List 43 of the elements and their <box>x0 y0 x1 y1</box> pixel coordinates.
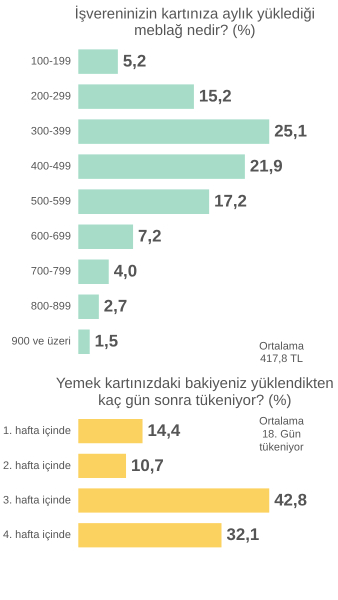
y-tick-label: 800-899 <box>30 300 71 313</box>
data-label: 21,9 <box>250 156 283 176</box>
annotation: Ortalama 417,8 TL <box>259 340 305 366</box>
data-label: 7,2 <box>138 226 162 246</box>
data-label: 10,7 <box>130 456 164 475</box>
data-label: 4,0 <box>114 262 138 281</box>
bar <box>78 330 90 354</box>
y-tick-label: 200-299 <box>30 90 71 103</box>
data-label: 1,5 <box>94 332 118 351</box>
bar <box>78 259 109 284</box>
y-tick-label: 3. hafta içinde <box>3 494 71 507</box>
data-label: 15,2 <box>198 86 232 106</box>
bar <box>78 49 118 74</box>
y-tick-label: 600-699 <box>30 230 71 243</box>
y-tick-label: 1. hafta içinde <box>3 425 71 438</box>
data-label: 14,4 <box>148 421 181 440</box>
bar <box>78 84 194 109</box>
y-tick-label: 100-199 <box>30 56 71 68</box>
bar <box>78 523 222 548</box>
chart-title: İşvereninizin kartınıza aylık yüklediği meblağ nedir? (%) <box>74 5 315 40</box>
data-label: 42,8 <box>274 490 307 510</box>
y-tick-label: 900 ve üzeri <box>12 336 71 348</box>
data-label: 32,1 <box>226 525 260 544</box>
y-tick-label: 300-399 <box>30 126 71 138</box>
y-tick-label: 2. hafta içinde <box>3 460 71 472</box>
y-tick-label: 400-499 <box>30 160 71 173</box>
y-tick-label: 500-599 <box>30 196 71 208</box>
bar <box>78 294 99 320</box>
data-label: 17,2 <box>214 192 247 211</box>
bar <box>78 224 134 249</box>
bar <box>78 488 270 513</box>
data-label: 25,1 <box>274 122 307 141</box>
y-tick-label: 4. hafta içinde <box>3 529 71 542</box>
y-tick-label: 700-799 <box>30 266 71 278</box>
chart-title: Yemek kartınızdaki bakiyeniz yüklendikten kaç gün sonra tükeniyor? (%) <box>56 376 334 409</box>
bar <box>78 419 143 444</box>
data-label: 5,2 <box>122 52 146 71</box>
bar <box>78 454 126 478</box>
data-label: 2,7 <box>104 296 128 316</box>
bar <box>78 119 270 144</box>
annotation: Ortalama 18. Gün tükeniyor <box>259 416 305 454</box>
bar <box>78 154 245 179</box>
bar <box>78 189 210 214</box>
